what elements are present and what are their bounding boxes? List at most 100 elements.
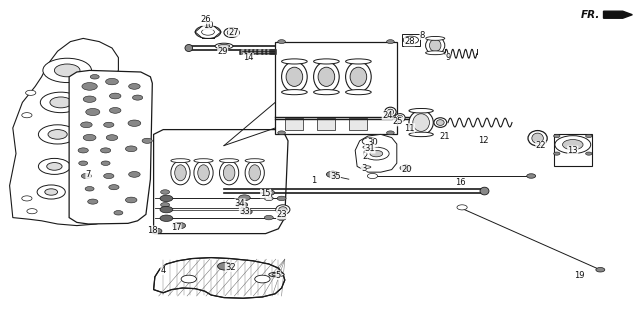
Ellipse shape <box>245 159 264 163</box>
Text: 10: 10 <box>203 21 213 30</box>
Text: 23: 23 <box>276 210 287 219</box>
Text: 8: 8 <box>420 31 425 40</box>
Polygon shape <box>154 258 285 298</box>
Ellipse shape <box>185 44 193 52</box>
Circle shape <box>400 165 412 171</box>
Ellipse shape <box>314 59 339 64</box>
Text: 4: 4 <box>161 266 166 275</box>
Circle shape <box>109 108 121 113</box>
Text: 29: 29 <box>218 47 228 56</box>
Text: 15: 15 <box>260 189 271 198</box>
Circle shape <box>45 189 58 195</box>
Ellipse shape <box>409 132 433 137</box>
Text: 14: 14 <box>243 53 253 62</box>
Text: 9: 9 <box>445 53 451 62</box>
Circle shape <box>142 138 152 143</box>
Text: 16: 16 <box>456 178 466 187</box>
Circle shape <box>586 134 592 138</box>
Circle shape <box>278 40 285 44</box>
Bar <box>554 134 592 166</box>
Circle shape <box>106 78 118 85</box>
Circle shape <box>109 185 119 190</box>
Text: 2: 2 <box>362 152 367 161</box>
Ellipse shape <box>397 115 403 120</box>
Text: 20: 20 <box>401 165 412 174</box>
Circle shape <box>83 134 96 141</box>
Circle shape <box>387 40 394 44</box>
Ellipse shape <box>220 159 239 163</box>
Ellipse shape <box>245 161 264 185</box>
Ellipse shape <box>350 67 367 86</box>
Ellipse shape <box>279 207 287 212</box>
Ellipse shape <box>387 109 394 115</box>
Circle shape <box>403 36 419 44</box>
Circle shape <box>387 131 394 135</box>
Circle shape <box>128 120 141 126</box>
Polygon shape <box>355 134 397 172</box>
Circle shape <box>596 268 605 272</box>
Circle shape <box>48 130 67 139</box>
Circle shape <box>104 122 114 127</box>
Text: 19: 19 <box>574 271 584 280</box>
Circle shape <box>264 215 273 220</box>
Text: 1: 1 <box>311 176 316 185</box>
Ellipse shape <box>436 120 444 125</box>
Text: 6: 6 <box>266 191 271 200</box>
Circle shape <box>236 202 248 208</box>
Circle shape <box>40 92 81 113</box>
Bar <box>83 109 115 154</box>
Ellipse shape <box>224 28 239 37</box>
Circle shape <box>27 209 37 214</box>
Circle shape <box>114 211 123 215</box>
Circle shape <box>38 158 70 174</box>
Ellipse shape <box>175 165 186 181</box>
Circle shape <box>90 75 99 79</box>
Circle shape <box>43 58 92 83</box>
Ellipse shape <box>346 59 371 64</box>
Ellipse shape <box>194 159 213 163</box>
Ellipse shape <box>318 67 335 86</box>
Circle shape <box>263 190 275 196</box>
Ellipse shape <box>426 51 445 55</box>
Circle shape <box>160 215 173 221</box>
Circle shape <box>109 93 121 99</box>
Circle shape <box>132 95 143 100</box>
Circle shape <box>181 275 196 283</box>
Ellipse shape <box>282 90 307 95</box>
FancyArrow shape <box>604 11 632 18</box>
Circle shape <box>81 122 92 128</box>
Circle shape <box>527 174 536 178</box>
Circle shape <box>101 161 110 165</box>
Ellipse shape <box>220 161 239 185</box>
Text: 33: 33 <box>239 207 250 216</box>
Text: 17: 17 <box>171 223 181 232</box>
Circle shape <box>104 173 114 179</box>
Ellipse shape <box>282 59 307 64</box>
Ellipse shape <box>361 166 371 168</box>
Ellipse shape <box>269 272 284 277</box>
Text: 24: 24 <box>382 111 392 120</box>
Circle shape <box>161 190 170 194</box>
Text: 22: 22 <box>536 141 546 150</box>
Circle shape <box>85 187 94 191</box>
Ellipse shape <box>363 146 374 149</box>
Circle shape <box>277 207 286 212</box>
Ellipse shape <box>194 161 213 185</box>
Circle shape <box>125 146 137 152</box>
Ellipse shape <box>223 165 235 181</box>
Ellipse shape <box>198 165 209 181</box>
Circle shape <box>125 197 137 203</box>
Bar <box>285 118 303 130</box>
Circle shape <box>554 152 560 155</box>
Ellipse shape <box>276 205 290 214</box>
Circle shape <box>22 196 32 201</box>
Ellipse shape <box>426 36 445 40</box>
Ellipse shape <box>272 273 281 276</box>
Ellipse shape <box>426 37 445 54</box>
Circle shape <box>264 190 273 194</box>
Circle shape <box>277 196 286 201</box>
Ellipse shape <box>286 67 303 86</box>
Text: 30: 30 <box>367 138 378 147</box>
Circle shape <box>79 161 88 165</box>
Circle shape <box>554 134 560 138</box>
